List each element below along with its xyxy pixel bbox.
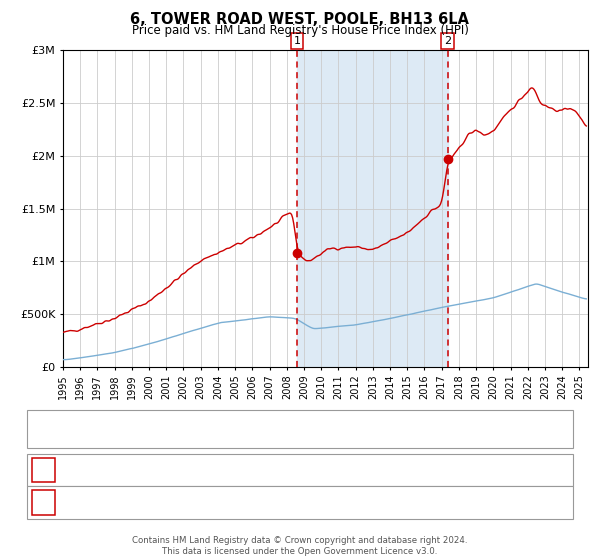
Text: 357% ↑ HPI: 357% ↑ HPI: [363, 497, 430, 507]
Text: 6, TOWER ROAD WEST, POOLE, BH13 6LA (detached house): 6, TOWER ROAD WEST, POOLE, BH13 6LA (det…: [71, 416, 370, 426]
Text: 241% ↑ HPI: 241% ↑ HPI: [363, 465, 430, 475]
Text: £1,080,000: £1,080,000: [225, 465, 288, 475]
Text: 2: 2: [40, 496, 47, 509]
Text: 04-MAY-2017: 04-MAY-2017: [69, 497, 141, 507]
Text: HPI: Average price, detached house, Bournemouth Christchurch and Poole: HPI: Average price, detached house, Bour…: [71, 432, 442, 442]
Text: 6, TOWER ROAD WEST, POOLE, BH13 6LA: 6, TOWER ROAD WEST, POOLE, BH13 6LA: [131, 12, 470, 27]
Bar: [297, 50, 448, 367]
Text: 1: 1: [293, 36, 301, 46]
Text: £1,970,000: £1,970,000: [225, 497, 289, 507]
Text: 07-AUG-2008: 07-AUG-2008: [69, 465, 143, 475]
Text: Price paid vs. HM Land Registry's House Price Index (HPI): Price paid vs. HM Land Registry's House …: [131, 24, 469, 37]
Text: 2: 2: [444, 36, 451, 46]
Text: 1: 1: [40, 463, 47, 477]
Text: Contains HM Land Registry data © Crown copyright and database right 2024.
This d: Contains HM Land Registry data © Crown c…: [132, 536, 468, 556]
